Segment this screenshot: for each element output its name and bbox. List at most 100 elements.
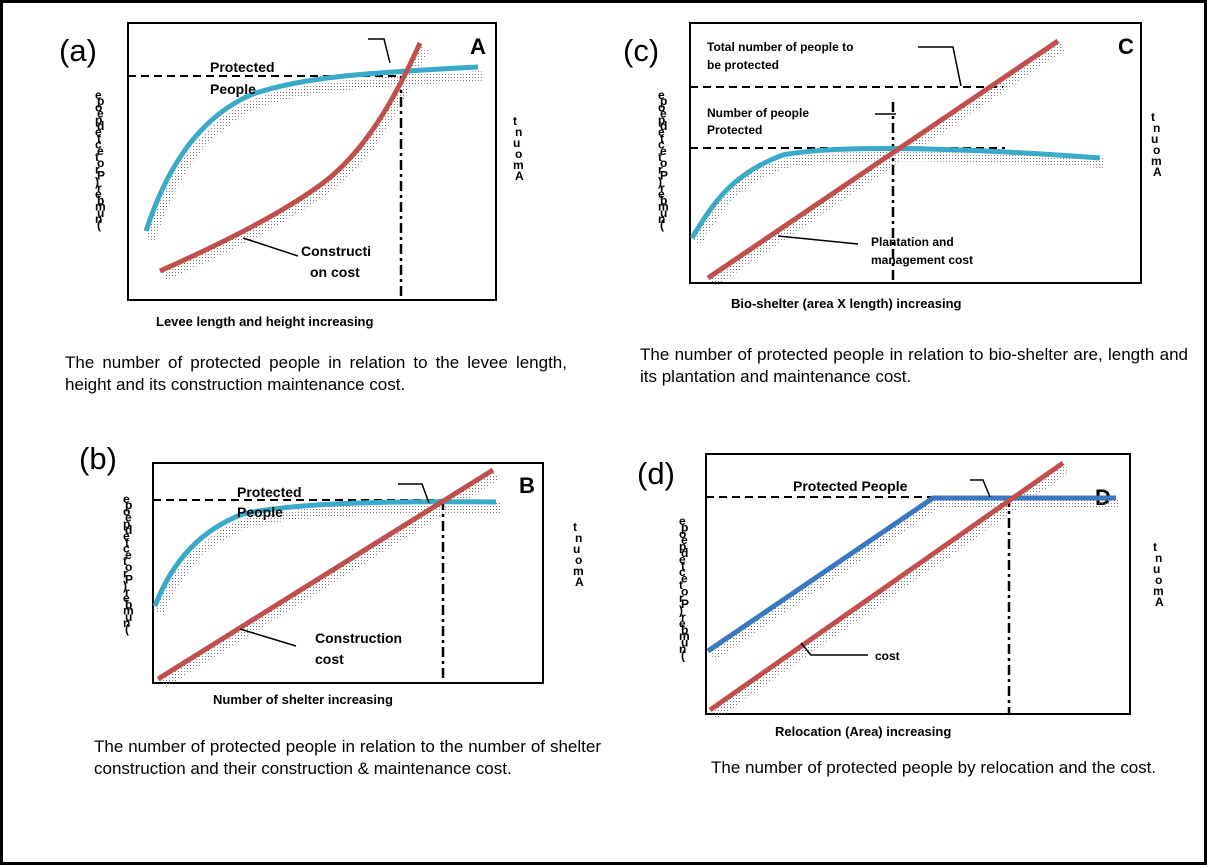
panel-b-y-axis-left-title-char: p (123, 517, 130, 531)
panel-b-corner-letter: B (519, 473, 535, 498)
panel-c-y-axis-left-title-char: t (660, 131, 664, 145)
panel-d-y-axis-left-title-char: o (681, 584, 688, 598)
panel-a-y-axis-left-title-char: ( (97, 218, 101, 232)
panel-c-y-axis-left-title-char: n (658, 212, 665, 226)
panel-b-cost-leader (239, 628, 297, 647)
panel-a-y-axis-left-title-char: p (97, 94, 104, 108)
panel-b-y-axis-left-title-char: t (123, 554, 127, 568)
panel-d-y-axis-left-title-char: P (681, 597, 689, 611)
panel-c-corner-letter: C (1118, 34, 1134, 59)
panel-b-y-axis-left-title-char: p (125, 498, 132, 512)
panel-c-y-axis-right-title-char: m (1151, 154, 1162, 168)
panel-d-y-axis-right-title-char: A (1155, 595, 1164, 609)
panel-d-y-axis-left-title-char: p (681, 520, 688, 534)
panel-b-y-axis-left-title-char: o (125, 560, 132, 574)
panel-a-cost-curve (158, 41, 423, 274)
panel-d-y-axis-left-title-char: b (681, 623, 688, 637)
panel-a-cost-leader (242, 237, 299, 257)
panel-d-y-axis-left-title-char: r (681, 610, 686, 624)
panel-d-y-axis-left-title-char: r (679, 591, 684, 605)
panel-a-y-axis-left-title-char: p (95, 113, 102, 127)
panel-c-y-axis-left-title-char: o (660, 156, 667, 170)
panel-a-y-axis-right-title-char: u (513, 136, 520, 150)
panel-c-label: (c) (623, 33, 659, 68)
panel-c-y-axis-left-title-char: b (660, 193, 667, 207)
panel-d-cost-shadow (711, 463, 1070, 720)
panel-c-people-shadow (691, 151, 1105, 246)
panel-b-y-axis-left-title-char: n (123, 616, 130, 630)
panel-a-y-axis-left-title-char: n (95, 212, 102, 226)
panel-d-people-shadow (709, 498, 1120, 661)
panel-b-label: (b) (79, 441, 117, 476)
panel-d-y-axis-left-title-char: o (679, 527, 686, 541)
panel-c-cost-shadow (709, 41, 1065, 288)
panel-c-y-axis-right-title-char: A (1153, 165, 1162, 179)
panel-c-total-label: Total number of people to be protected (707, 40, 857, 72)
panel-d-y-axis-left-title-char: e (679, 616, 686, 630)
panel-a-y-axis-left-title-char: P (97, 169, 105, 183)
panel-d-y-axis-left-title-char: ) (679, 604, 683, 618)
panel-c-y-axis-left-title-char: t (658, 150, 662, 164)
panel-d-y-axis-right-title-char: u (1153, 562, 1160, 576)
panel-c-y-axis-left-title-char: ( (660, 218, 664, 232)
panel-d-y-axis-left-title-char: u (681, 636, 688, 650)
panel-b-y-axis-right-title-char: t (573, 520, 577, 534)
panel-b: (b) B Protected People Construction cost… (79, 441, 584, 707)
panel-d-cost-label: cost (875, 649, 900, 663)
panel-a-caption: The number of protected people in relati… (65, 353, 567, 394)
panel-b-people-shadow (154, 503, 501, 615)
panel-d-y-axis-right-title-char: n (1155, 551, 1162, 565)
panel-d-caption: The number of protected people by reloca… (711, 758, 1157, 777)
panel-d-y-axis-left-title-char: e (681, 572, 688, 586)
panel-c-cost-label: Plantation and management cost (871, 235, 973, 267)
panel-d-x-axis-title: Relocation (Area) increasing (775, 724, 951, 739)
panel-d-y-axis-left-title-char: t (679, 578, 683, 592)
panel-c-y-axis-left-title-char: e (660, 144, 667, 158)
panel-b-y-axis-left-title-char: e (123, 492, 130, 506)
panel-c-people-label: Number of people Protected (707, 106, 812, 137)
panel-a-y-axis-left-title-char: e (95, 88, 102, 102)
panel-b-people-curve (152, 499, 497, 607)
panel-a-y-axis-left-title-char: t (95, 150, 99, 164)
panel-c-y-axis-left-title-char: e (658, 88, 665, 102)
panel-d-y-axis-right-title-char: t (1153, 540, 1157, 554)
panel-d-cost-leader (800, 642, 868, 656)
panel-a-y-axis-left-title-char: r (97, 181, 102, 195)
panel-b-y-axis-left-title-char: m (123, 604, 134, 618)
panel-c-y-axis-left-title-char: m (658, 200, 669, 214)
panel-d-plot-frame (705, 453, 1131, 715)
panel-d-y-axis-left-title-char: e (679, 552, 686, 566)
panel-b-cost-shadow (159, 470, 500, 689)
panel-b-y-axis-left-title-char: b (125, 597, 132, 611)
panel-c-people-curve (689, 146, 1101, 240)
panel-c-y-axis-left-title-char: e (658, 125, 665, 139)
panel-a-x-axis-title: Levee length and height increasing (156, 314, 373, 329)
panel-d-y-axis-left-title-char: e (679, 514, 686, 528)
panel-a-y-axis-right-title-char: t (513, 114, 517, 128)
panel-d-people-line (706, 495, 1116, 654)
panel-b-y-axis-left-title-char: t (125, 535, 129, 549)
panel-b-y-axis-left-title-char: P (125, 573, 133, 587)
panel-a-y-axis-left-title-char: e (95, 187, 102, 201)
panel-a-y-axis-left-title-char: e (97, 144, 104, 158)
panel-c: (c) C Total number of people to be prote… (623, 22, 1162, 311)
panel-a-y-axis-left-title-char: c (95, 138, 102, 152)
panel-b-y-axis-left-title-char: e (123, 591, 130, 605)
panel-c-x-axis-title: Bio-shelter (area X length) increasing (731, 296, 962, 311)
panel-a-y-axis-right-title-char: A (515, 169, 524, 183)
panel-d-people-label: Protected People (793, 478, 908, 494)
panel-b-y-axis-left-title-char: o (123, 504, 130, 518)
panel-d-y-axis-left-title-char: m (679, 629, 690, 643)
panel-c-y-axis-left-title-char: c (658, 138, 665, 152)
panel-d-y-axis-left-title-char: e (681, 533, 688, 547)
panel-a-people-curve (143, 64, 479, 232)
panel-b-people-leader (398, 483, 430, 504)
panel-d: (d) D Protected People cost Relocation (… (637, 453, 1164, 739)
panel-c-cost-line (706, 38, 1060, 281)
panel-a: (a) A Protected People Constructi on cos… (59, 22, 524, 329)
